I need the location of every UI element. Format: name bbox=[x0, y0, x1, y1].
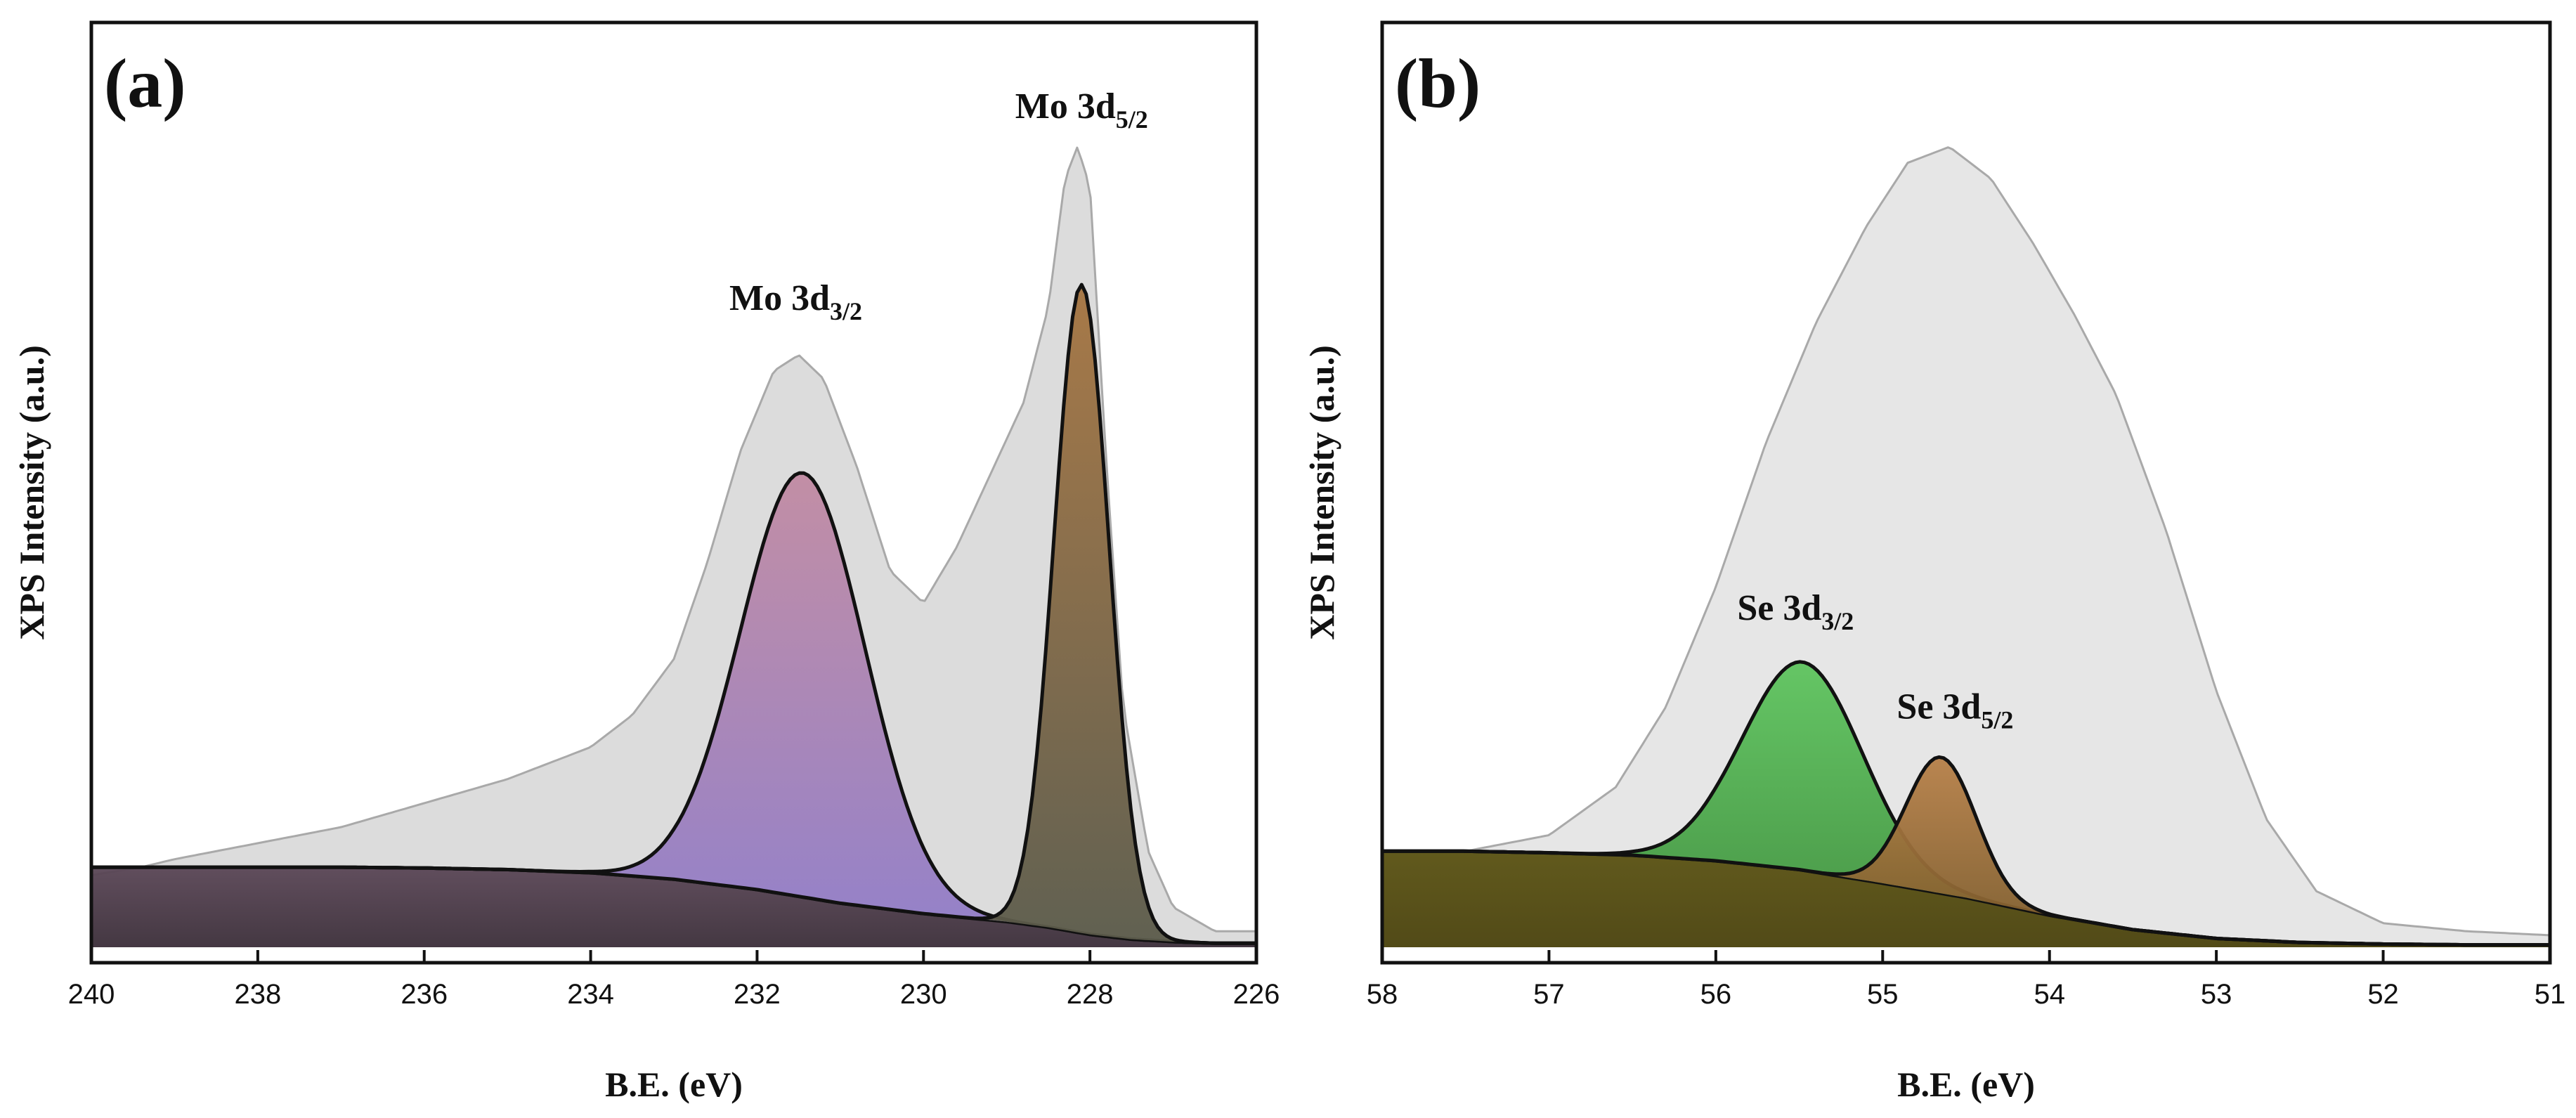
panel-b: 58 57 56 55 54 53 52 51 (b) B.E. (eV) XPS Inten… bbox=[1302, 20, 2566, 1104]
panel-a-peak-label-2: Mo 3d5/2 bbox=[1015, 86, 1148, 134]
panel-b-x-tick-label: 57 bbox=[1533, 979, 1565, 1010]
panel-a-x-tick-label: 230 bbox=[900, 979, 947, 1010]
panel-b-frame bbox=[1380, 20, 2552, 965]
panel-a-mo-3d5-2-component-line bbox=[91, 282, 1256, 945]
panel-a-x-tick-label: 232 bbox=[734, 979, 781, 1010]
panel-b-x-tick-label: 58 bbox=[1367, 979, 1398, 1010]
panel-b-peak-label-1: Se 3d3/2 bbox=[1737, 588, 1854, 635]
panel-b-x-tick-label: 52 bbox=[2367, 979, 2399, 1010]
panel-a-label: (a) bbox=[104, 44, 186, 122]
panel-b-x-tick-label: 51 bbox=[2535, 979, 2566, 1010]
panel-a-background-area bbox=[91, 867, 1256, 947]
panel-a-peak-labels: Mo 3d3/2 Mo 3d5/2 bbox=[729, 86, 1148, 325]
panel-b-x-tick-label: 56 bbox=[1700, 979, 1732, 1010]
panel-a-x-tick-label: 228 bbox=[1067, 979, 1114, 1010]
panel-a-mo-3d3-2-component-area bbox=[91, 473, 1256, 944]
panel-b-raw-spectrum-line bbox=[1382, 146, 2551, 937]
panel-a-x-ticks: 240 238 236 234 232 230 228 226 bbox=[68, 950, 1280, 1010]
panel-a-x-tick-label: 236 bbox=[401, 979, 448, 1010]
panel-a-x-tick-label: 238 bbox=[234, 979, 281, 1010]
panel-b-se-3d5-2-component-line bbox=[1382, 755, 2550, 947]
panel-b-peak-label-2: Se 3d5/2 bbox=[1897, 687, 2013, 734]
panel-b-se-3d5-2-component-area bbox=[1382, 757, 2550, 945]
panel-b-plot-area bbox=[1382, 146, 2551, 948]
panel-a-x-tick-label: 240 bbox=[68, 979, 115, 1010]
panel-b-peak-labels: Se 3d3/2 Se 3d5/2 bbox=[1737, 588, 2013, 734]
panel-b-x-tick-label: 53 bbox=[2201, 979, 2232, 1010]
panel-b-x-axis-title: B.E. (eV) bbox=[1897, 1065, 2035, 1104]
panel-b-x-ticks: 58 57 56 55 54 53 52 51 bbox=[1367, 950, 2566, 1010]
panel-a-raw-spectrum-line bbox=[91, 146, 1256, 932]
panel-b-y-axis-title: XPS Intensity (a.u.) bbox=[1302, 345, 1341, 639]
panel-a-y-axis-title: XPS Intensity (a.u.) bbox=[12, 345, 51, 639]
panel-b-raw-spectrum-area bbox=[1382, 147, 2550, 948]
panel-b-x-tick-label: 55 bbox=[1867, 979, 1899, 1010]
panel-a-frame bbox=[89, 20, 1258, 965]
panel-a-x-tick-label: 226 bbox=[1233, 979, 1280, 1010]
panel-a-plot-area bbox=[91, 146, 1256, 948]
panel-a-raw-spectrum-area bbox=[91, 148, 1256, 948]
panel-a: 240 238 236 234 232 230 228 226 (a) B.E. (eV) X… bbox=[12, 20, 1280, 1104]
panel-a-peak-label-1: Mo 3d3/2 bbox=[729, 278, 862, 325]
panel-b-label: (b) bbox=[1395, 44, 1481, 122]
panel-a-x-tick-label: 234 bbox=[567, 979, 614, 1010]
panel-b-x-tick-label: 54 bbox=[2034, 979, 2065, 1010]
panel-a-x-axis-title: B.E. (eV) bbox=[605, 1065, 743, 1104]
